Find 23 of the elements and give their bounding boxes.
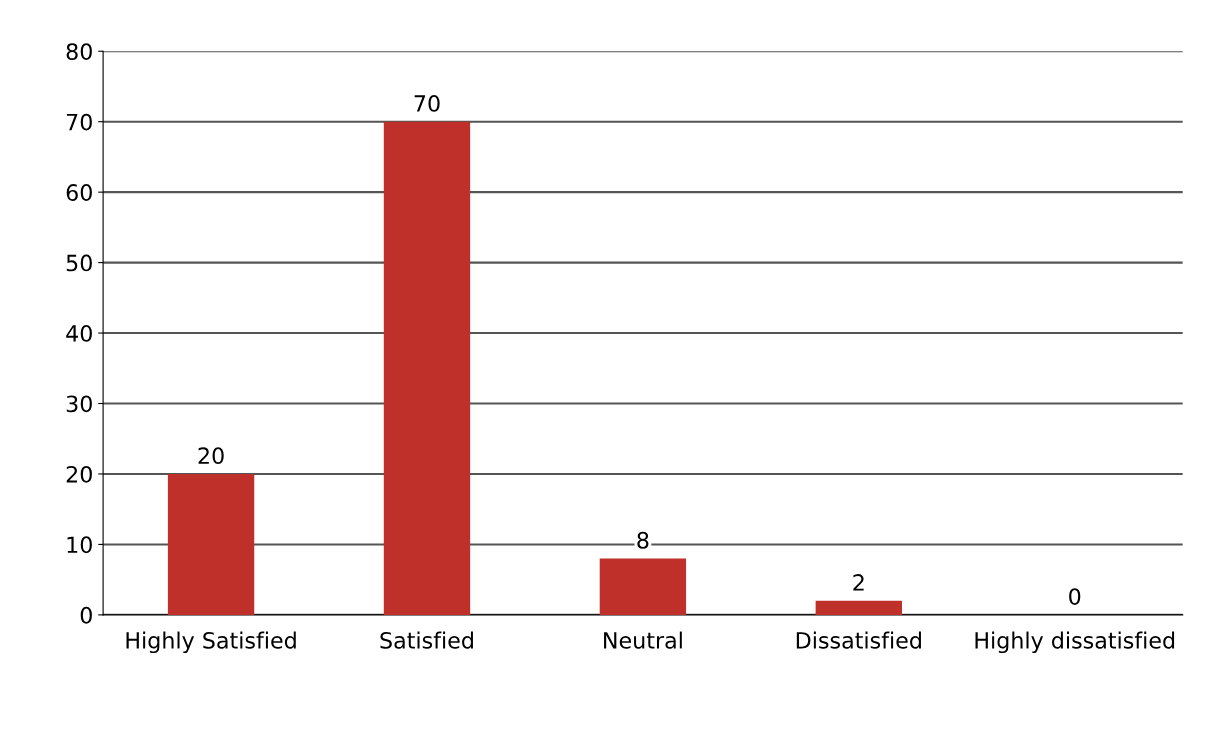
data-label: 2 xyxy=(853,574,864,591)
y-tick-label: 70 xyxy=(66,113,92,131)
y-tick-label: 40 xyxy=(66,325,92,342)
x-tick-label: Dissatisfied xyxy=(796,631,921,649)
y-tick-label: 80 xyxy=(66,43,92,60)
y-tick-label: 10 xyxy=(67,536,92,554)
y-tick-label: 50 xyxy=(66,254,92,272)
data-label: 0 xyxy=(1069,588,1081,606)
y-tick-label: 20 xyxy=(66,465,92,483)
y-tick-label: 30 xyxy=(66,395,92,413)
x-tick-label: Highly Satisfied xyxy=(126,631,296,654)
y-tick-label: 0 xyxy=(80,606,92,624)
bar xyxy=(815,600,902,615)
data-label: 70 xyxy=(414,95,440,112)
y-tick-label: 60 xyxy=(66,184,92,201)
bar xyxy=(167,473,255,615)
bar xyxy=(383,121,471,615)
bar xyxy=(599,558,687,615)
x-tick-label: Satisfied xyxy=(380,631,473,649)
data-label: 20 xyxy=(198,447,224,465)
x-tick-label: Neutral xyxy=(604,631,682,649)
x-tick-label: Highly dissatisfied xyxy=(975,631,1175,654)
data-label: 8 xyxy=(637,531,649,549)
